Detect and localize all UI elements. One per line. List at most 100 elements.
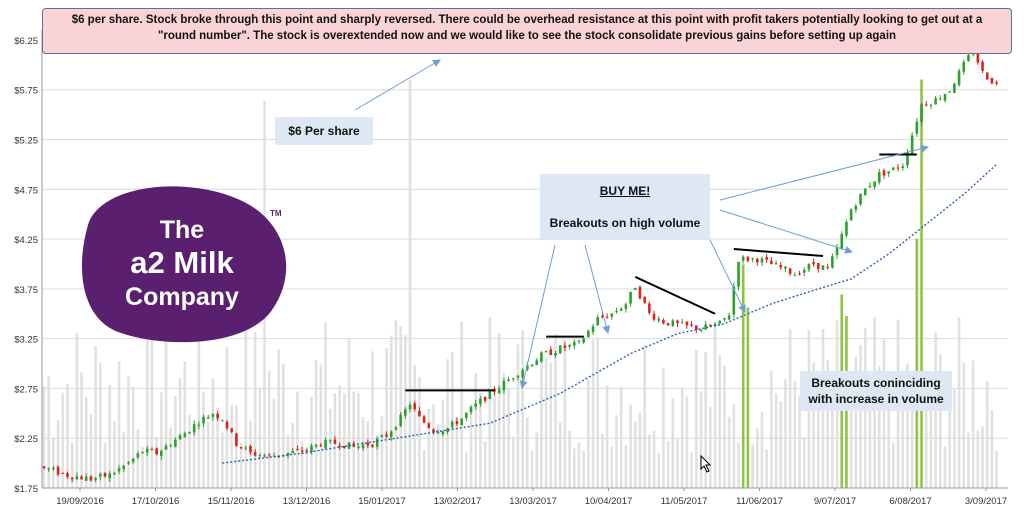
volume-bar (995, 450, 998, 488)
top-annotation-line2: "round number". The stock is overextende… (157, 30, 897, 42)
top-annotation: $6 per share. Stock broke through this p… (42, 8, 1012, 54)
candle-body (652, 313, 656, 320)
volume-bar (526, 417, 529, 488)
candle-body (873, 181, 876, 187)
volume-bar (981, 426, 984, 488)
volume-bar (755, 427, 759, 488)
candle-body (94, 478, 97, 480)
volume-bar (469, 404, 473, 488)
volume-bar (324, 322, 327, 488)
volume-bar (432, 404, 435, 488)
y-tick-label: $4.75 (14, 185, 38, 196)
volume-bar (131, 386, 135, 488)
volume-bar (920, 79, 923, 488)
volume-bar (910, 399, 914, 488)
candle-body (338, 445, 341, 447)
volume-bar (366, 421, 370, 488)
candle-body (770, 260, 773, 265)
candle-body (741, 256, 745, 261)
volume-bar (859, 345, 862, 488)
top-annotation-line1: $6 per share. Stock broke through this p… (71, 14, 983, 26)
candle-body (718, 320, 722, 324)
volume-bar (99, 363, 102, 488)
volume-bar (178, 377, 182, 488)
candle-body (343, 445, 346, 448)
candle-body (816, 263, 820, 269)
candle-body (502, 381, 506, 391)
candle-body (995, 82, 998, 84)
candle-body (267, 454, 271, 456)
volume-bar (976, 430, 980, 488)
volume-bar (610, 446, 614, 488)
volume-bar (394, 320, 398, 488)
volume-bar (648, 434, 651, 488)
volume-bar (122, 431, 126, 488)
candle-body (389, 431, 393, 438)
volume-bar (338, 385, 341, 488)
candle-body (516, 375, 520, 378)
volume-bar (169, 427, 172, 488)
candle-body (178, 435, 182, 440)
x-tick-label: 13/12/2016 (283, 496, 331, 507)
volume-bar (549, 362, 553, 488)
volume-bar (399, 326, 402, 488)
volume-bar (188, 414, 191, 488)
resistance-line (733, 248, 824, 258)
volume-bar (751, 444, 754, 488)
volume-bar (849, 385, 853, 488)
candle-body (587, 330, 590, 338)
candle-body (361, 444, 365, 449)
y-tick-label: $6.25 (14, 36, 38, 47)
volume-bar (774, 393, 778, 488)
volume-bar (253, 331, 257, 488)
candle-body (328, 440, 332, 442)
candle-body (967, 55, 970, 61)
volume-bar (854, 356, 858, 488)
candle-body (235, 433, 238, 446)
candle-body (732, 286, 736, 315)
candle-body (319, 445, 323, 447)
volume-bar (216, 408, 219, 488)
candle-body (404, 409, 407, 416)
y-tick-label: $5.25 (14, 136, 38, 147)
candle-body (526, 365, 529, 370)
annotation-arrow (519, 244, 556, 389)
annotation-arrow (719, 144, 929, 201)
candle-body (544, 351, 548, 353)
candle-body (460, 418, 463, 426)
candle-body (633, 288, 637, 290)
candle-body (676, 320, 679, 324)
candle-body (408, 404, 412, 410)
volume-bar (985, 380, 989, 488)
candle-body (117, 468, 121, 472)
volume-bar (502, 372, 506, 488)
candle-body (896, 167, 900, 169)
volume-bar (652, 430, 656, 488)
candle-body (901, 166, 905, 169)
candle-body (765, 257, 768, 260)
candle-body (920, 104, 923, 123)
six-dollar-label: $6 Per share (288, 124, 360, 138)
candle-body (455, 421, 459, 425)
company-logo: The a2 Milk Company TM (81, 186, 287, 343)
candle-body (915, 121, 919, 134)
candle-body (962, 61, 966, 72)
candle-body (671, 320, 675, 327)
volume-bar (798, 395, 801, 488)
volume-bar (901, 377, 905, 488)
candle-body (385, 434, 388, 437)
candle-body (108, 473, 111, 479)
volume-bar (488, 317, 492, 488)
candle-body (666, 323, 670, 326)
candle-body (924, 104, 928, 106)
candle-body (436, 432, 440, 434)
candle-body (760, 258, 764, 263)
candle-body (530, 364, 534, 367)
volume-bar (277, 349, 280, 488)
volume-bar (160, 392, 163, 488)
volume-bar (906, 363, 909, 488)
candle-body (366, 442, 370, 446)
x-tick-label: 15/01/2017 (358, 496, 406, 507)
volume-bar (760, 411, 764, 488)
volume-bar (380, 416, 384, 488)
